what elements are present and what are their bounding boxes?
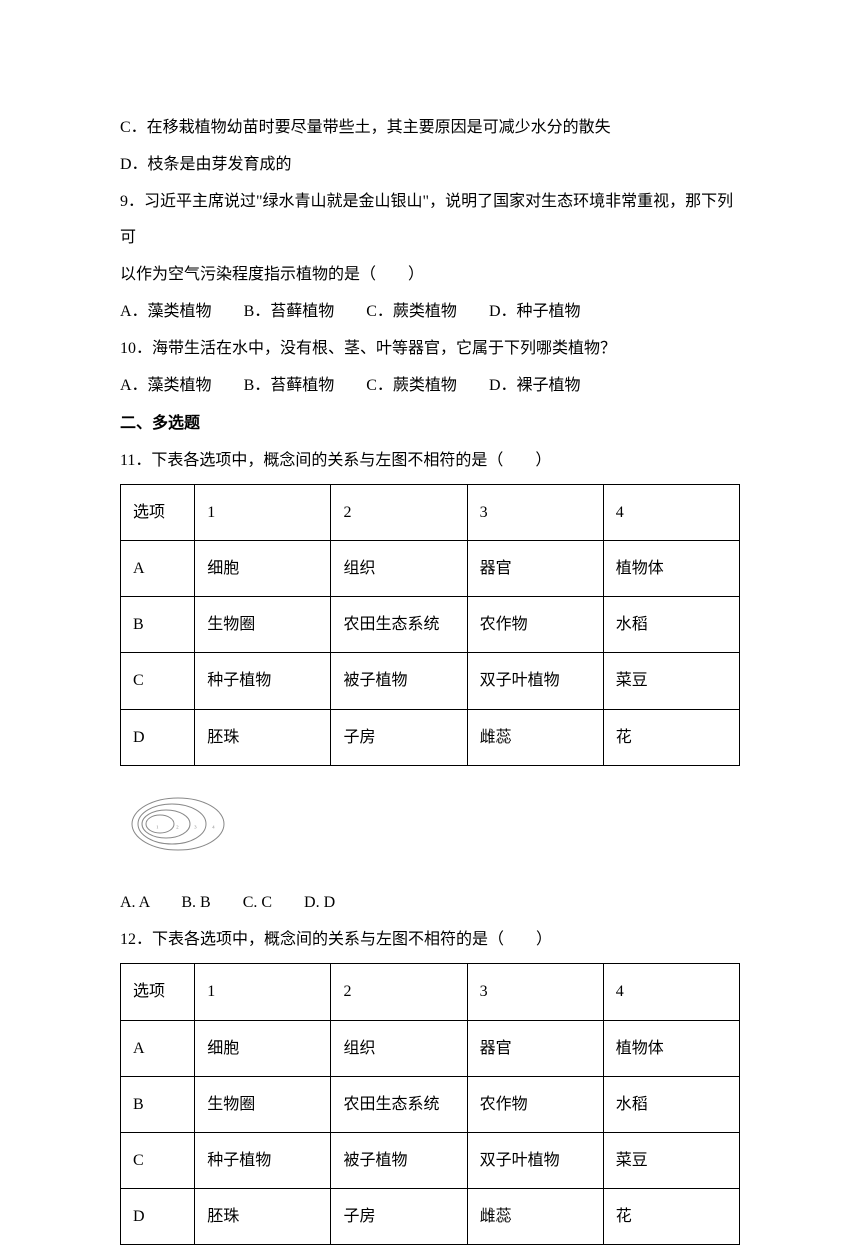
table-cell: 水稻 [603,1076,739,1132]
table-row: A 细胞 组织 器官 植物体 [121,1020,740,1076]
q10-option-c: C．蕨类植物 [366,368,457,403]
table-cell: 细胞 [195,541,331,597]
table-cell: 雌蕊 [467,1189,603,1245]
table-cell: 农田生态系统 [331,1076,467,1132]
section-2-heading: 二、多选题 [120,406,740,441]
table-cell: 菜豆 [603,1132,739,1188]
table-row: B 生物圈 农田生态系统 农作物 水稻 [121,597,740,653]
svg-text:₂: ₂ [176,820,179,829]
table-cell: 子房 [331,1189,467,1245]
question-11-table: 选项 1 2 3 4 A 细胞 组织 器官 植物体 B 生物圈 农田生态系统 农… [120,484,740,766]
table-cell: 被子植物 [331,1132,467,1188]
svg-text:₄: ₄ [212,820,215,829]
question-12-table: 选项 1 2 3 4 A 细胞 组织 器官 植物体 B 生物圈 农田生态系统 农… [120,963,740,1245]
table-cell: 组织 [331,541,467,597]
table-header-row: 选项 1 2 3 4 [121,964,740,1020]
table-header-cell: 4 [603,964,739,1020]
table-cell: 生物圈 [195,1076,331,1132]
table-cell: 子房 [331,709,467,765]
table-cell: 水稻 [603,597,739,653]
table-cell: A [121,541,195,597]
svg-text:₃: ₃ [194,820,197,829]
table-header-cell: 选项 [121,964,195,1020]
table-cell: 植物体 [603,541,739,597]
table-cell: 农田生态系统 [331,597,467,653]
table-header-row: 选项 1 2 3 4 [121,484,740,540]
question-10: 10．海带生活在水中，没有根、茎、叶等器官，它属于下列哪类植物？ [120,331,740,366]
table-header-cell: 2 [331,964,467,1020]
table-cell: 组织 [331,1020,467,1076]
table-cell: 器官 [467,1020,603,1076]
table-cell: D [121,709,195,765]
q10-option-a: A．藻类植物 [120,368,212,403]
table-row: C 种子植物 被子植物 双子叶植物 菜豆 [121,1132,740,1188]
table-cell: D [121,1189,195,1245]
q10-option-b: B．苔藓植物 [244,368,335,403]
svg-text:₁: ₁ [156,820,159,829]
table-header-cell: 3 [467,484,603,540]
table-cell: 种子植物 [195,1132,331,1188]
q10-option-d: D．裸子植物 [489,368,581,403]
table-cell: A [121,1020,195,1076]
question-11-answer-options: A. A B. B C. C D. D [120,885,740,920]
table-cell: 双子叶植物 [467,653,603,709]
table-row: D 胚珠 子房 雌蕊 花 [121,1189,740,1245]
table-cell: 细胞 [195,1020,331,1076]
option-c-text: C．在移栽植物幼苗时要尽量带些土，其主要原因是可减少水分的散失 [120,110,740,145]
concentric-ellipses-diagram: ₁ ₂ ₃ ₄ [130,796,740,865]
table-cell: 农作物 [467,1076,603,1132]
table-cell: 农作物 [467,597,603,653]
table-cell: 种子植物 [195,653,331,709]
q9-option-c: C．蕨类植物 [366,294,457,329]
table-row: C 种子植物 被子植物 双子叶植物 菜豆 [121,653,740,709]
table-cell: 被子植物 [331,653,467,709]
option-d-text: D．枝条是由芽发育成的 [120,147,740,182]
table-cell: 胚珠 [195,1189,331,1245]
table-row: B 生物圈 农田生态系统 农作物 水稻 [121,1076,740,1132]
table-cell: 双子叶植物 [467,1132,603,1188]
table-row: D 胚珠 子房 雌蕊 花 [121,709,740,765]
table-cell: 花 [603,1189,739,1245]
table-cell: C [121,1132,195,1188]
table-cell: 生物圈 [195,597,331,653]
table-cell: 器官 [467,541,603,597]
table-cell: 雌蕊 [467,709,603,765]
table-cell: 菜豆 [603,653,739,709]
table-header-cell: 2 [331,484,467,540]
q9-option-a: A．藻类植物 [120,294,212,329]
question-9-line2: 以作为空气污染程度指示植物的是（ ） [120,257,740,292]
question-10-options: A．藻类植物 B．苔藓植物 C．蕨类植物 D．裸子植物 [120,368,740,403]
table-cell: B [121,1076,195,1132]
q9-option-d: D．种子植物 [489,294,581,329]
table-cell: 植物体 [603,1020,739,1076]
ellipses-icon: ₁ ₂ ₃ ₄ [130,796,230,852]
table-header-cell: 1 [195,484,331,540]
q9-option-b: B．苔藓植物 [244,294,335,329]
table-header-cell: 4 [603,484,739,540]
table-header-cell: 3 [467,964,603,1020]
table-cell: 花 [603,709,739,765]
question-9-line1: 9．习近平主席说过"绿水青山就是金山银山"，说明了国家对生态环境非常重视，那下列… [120,184,740,254]
table-cell: B [121,597,195,653]
table-row: A 细胞 组织 器官 植物体 [121,541,740,597]
question-11: 11．下表各选项中，概念间的关系与左图不相符的是（ ） [120,443,740,478]
question-12: 12．下表各选项中，概念间的关系与左图不相符的是（ ） [120,922,740,957]
question-9-options: A．藻类植物 B．苔藓植物 C．蕨类植物 D．种子植物 [120,294,740,329]
table-header-cell: 1 [195,964,331,1020]
table-cell: 胚珠 [195,709,331,765]
table-header-cell: 选项 [121,484,195,540]
table-cell: C [121,653,195,709]
